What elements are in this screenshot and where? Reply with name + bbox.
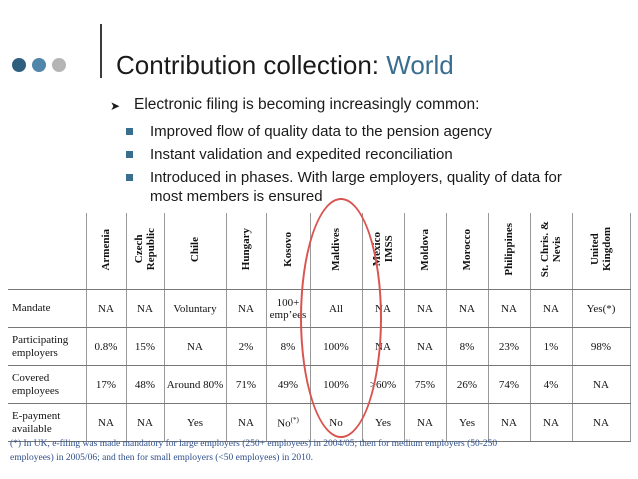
row-label: Participating employers (8, 327, 87, 366)
table-cell: NA (403, 403, 447, 442)
table-cell: 26% (445, 365, 489, 404)
square-bullet-icon (126, 128, 133, 135)
table-cell: NA (487, 289, 531, 328)
slide-title: Contribution collection: World (116, 50, 454, 81)
header-corner (8, 213, 87, 290)
table-cell: >60% (361, 365, 405, 404)
bullet-level2: Introduced in phases. With large employe… (110, 168, 630, 206)
cell-text: No (277, 417, 291, 430)
table-cell: NA (125, 403, 165, 442)
bullet-text: Instant validation and expedited reconci… (150, 146, 453, 163)
table-cell: 100% (309, 327, 363, 366)
title-divider (100, 24, 102, 78)
column-header: Mexico IMSS (361, 213, 405, 290)
column-header: United Kingdom (571, 213, 631, 290)
table-cell: Yes (445, 403, 489, 442)
row-label: Mandate (8, 289, 87, 328)
table-cell: 2% (225, 327, 267, 366)
table-row: Participating employers 0.8% 15% NA 2% 8… (8, 327, 631, 366)
table-cell: NA (361, 327, 405, 366)
table-cell: 15% (125, 327, 165, 366)
column-header: Hungary (225, 213, 267, 290)
column-header: Kosovo (265, 213, 311, 290)
table-cell: 75% (403, 365, 447, 404)
dot-mid (32, 58, 46, 72)
table-cell: 8% (445, 327, 489, 366)
table-cell: 23% (487, 327, 531, 366)
table-cell: All (309, 289, 363, 328)
table-cell: NA (163, 327, 227, 366)
column-header: Chile (163, 213, 227, 290)
column-header: Czech Republic (125, 213, 165, 290)
table-cell: No (309, 403, 363, 442)
table-cell: 98% (571, 327, 631, 366)
title-accent: World (386, 50, 454, 80)
table-cell: 74% (487, 365, 531, 404)
table-cell: NA (487, 403, 531, 442)
bullet-text: Improved flow of quality data to the pen… (150, 123, 492, 140)
table-row: Mandate NA NA Voluntary NA 100+ emp’ees … (8, 289, 631, 328)
column-header: Philippines (487, 213, 531, 290)
table-cell: NA (85, 403, 127, 442)
table-cell: NA (529, 289, 573, 328)
bullet-level2: Instant validation and expedited reconci… (110, 145, 630, 164)
table-cell: Voluntary (163, 289, 227, 328)
dot-dark (12, 58, 26, 72)
table-header-row: Armenia Czech Republic Chile Hungary Kos… (8, 213, 631, 290)
table-cell: 17% (85, 365, 127, 404)
column-header: Morocco (445, 213, 489, 290)
square-bullet-icon (126, 151, 133, 158)
table-cell: Yes (361, 403, 405, 442)
bullet-level1-text: Electronic filing is becoming increasing… (134, 96, 480, 113)
table-cell: NA (529, 403, 573, 442)
table-cell: 4% (529, 365, 573, 404)
table-cell: 71% (225, 365, 267, 404)
table-cell: NA (125, 289, 165, 328)
table-cell: Yes (163, 403, 227, 442)
table-cell: Around 80% (163, 365, 227, 404)
note-marker: (*) (290, 415, 299, 424)
decorative-dots (12, 58, 66, 72)
row-label: E-payment available (8, 403, 87, 442)
table-cell: NA (403, 289, 447, 328)
table-cell: 48% (125, 365, 165, 404)
bullet-text: Introduced in phases. With large employe… (150, 169, 562, 205)
table-cell: NA (571, 365, 631, 404)
table-row: Covered employees 17% 48% Around 80% 71%… (8, 365, 631, 404)
arrow-bullet-icon: ➤ (110, 99, 121, 113)
bullet-list: ➤ Electronic filing is becoming increasi… (110, 96, 630, 210)
table-cell: NA (403, 327, 447, 366)
country-comparison-table: Armenia Czech Republic Chile Hungary Kos… (8, 213, 631, 442)
table-cell: NA (225, 289, 267, 328)
table-cell: 0.8% (85, 327, 127, 366)
table-cell: 100% (309, 365, 363, 404)
square-bullet-icon (126, 174, 133, 181)
table-cell: NA (225, 403, 267, 442)
table-cell: NA (445, 289, 489, 328)
column-header: Maldives (309, 213, 363, 290)
table-cell: No(*) (265, 403, 311, 442)
table-cell: NA (361, 289, 405, 328)
dot-light (52, 58, 66, 72)
table-cell: 100+ emp’ees (265, 289, 311, 328)
title-main: Contribution collection: (116, 50, 380, 80)
column-header: Armenia (85, 213, 127, 290)
footnote: (*) In UK, e-filing was made mandatory f… (10, 439, 498, 463)
column-header: St. Chris. & Nevis (529, 213, 573, 290)
row-label: Covered employees (8, 365, 87, 404)
table-cell: Yes(*) (571, 289, 631, 328)
bullet-level1: ➤ Electronic filing is becoming increasi… (110, 96, 630, 114)
bullet-level2: Improved flow of quality data to the pen… (110, 122, 630, 141)
table-cell: 8% (265, 327, 311, 366)
table-row: E-payment available NA NA Yes NA No(*) N… (8, 403, 631, 442)
column-header: Moldova (403, 213, 447, 290)
table-cell: 49% (265, 365, 311, 404)
table-cell: NA (85, 289, 127, 328)
table-cell: 1% (529, 327, 573, 366)
table-cell: NA (571, 403, 631, 442)
